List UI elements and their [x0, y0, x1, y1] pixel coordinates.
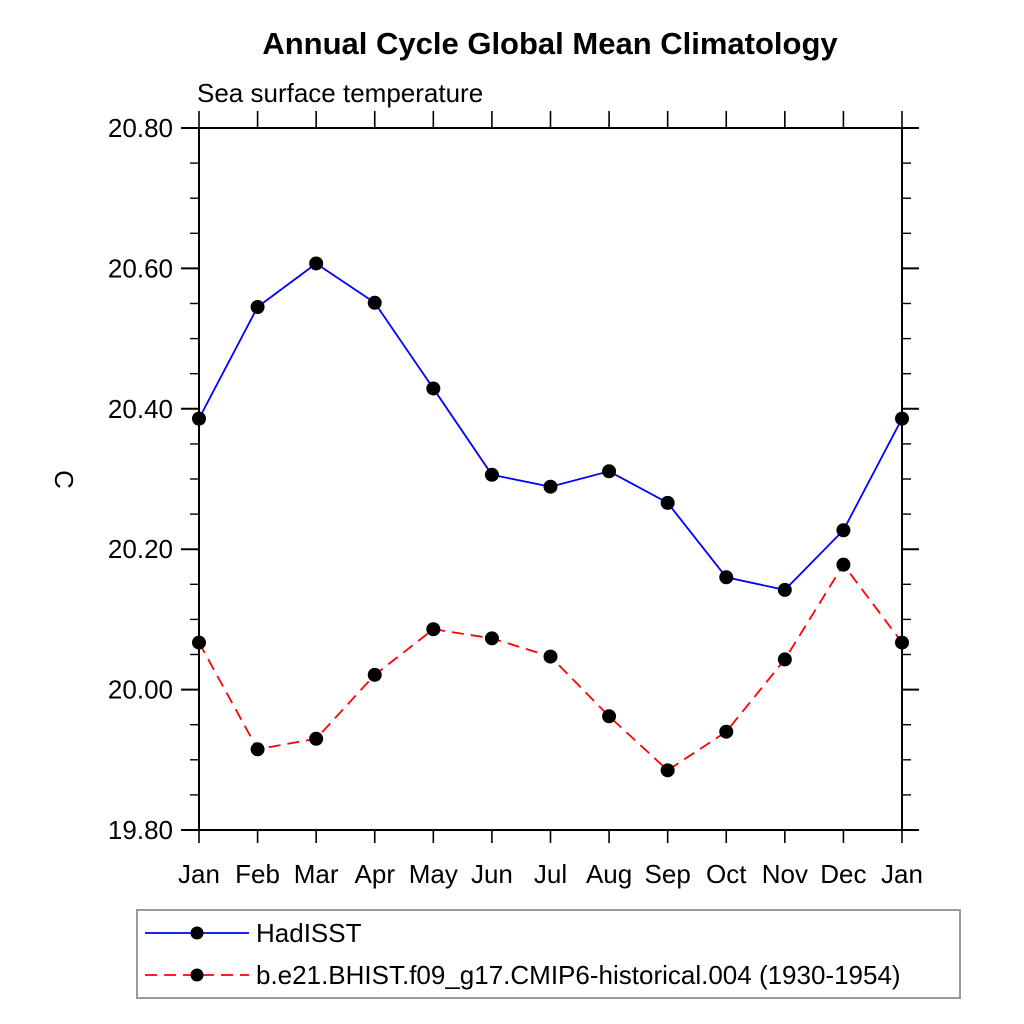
- legend-line-sample-hadisst: [145, 926, 249, 940]
- x-tick-label: Feb: [235, 859, 280, 889]
- data-point-marker: [719, 724, 734, 739]
- data-point-marker: [777, 582, 792, 597]
- data-point-marker: [602, 464, 617, 479]
- series-line-hadisst: [198, 262, 903, 591]
- legend-box: HadISST b.e21.BHIST.f09_g17.CMIP6-histor…: [136, 909, 961, 999]
- x-tick-label: Jan: [178, 859, 220, 889]
- plot-frame: [198, 127, 903, 831]
- legend-sample-marker: [190, 926, 204, 940]
- data-point-marker: [836, 523, 851, 538]
- series-line-model: [198, 563, 903, 772]
- legend-item-hadisst: HadISST: [141, 916, 959, 950]
- x-tick-label: Jul: [534, 859, 567, 889]
- x-tick-label: Aug: [586, 859, 632, 889]
- data-point-marker: [660, 495, 675, 510]
- x-tick-label: Mar: [294, 859, 339, 889]
- data-point-marker: [602, 709, 617, 724]
- data-point-marker: [719, 570, 734, 585]
- legend-line-sample-model: [145, 968, 249, 982]
- x-tick-label: Oct: [706, 859, 747, 889]
- data-point-marker: [484, 467, 499, 482]
- x-tick-label: Dec: [820, 859, 866, 889]
- y-tick-label: 20.00: [108, 675, 173, 705]
- x-tick-label: Jan: [881, 859, 923, 889]
- data-point-marker: [426, 381, 441, 396]
- chart-subtitle: Sea surface temperature: [197, 78, 484, 108]
- x-tick-label: Sep: [645, 859, 691, 889]
- data-point-marker: [777, 652, 792, 667]
- data-point-marker: [895, 411, 909, 426]
- data-point-marker: [367, 295, 382, 310]
- data-point-marker: [250, 300, 265, 315]
- data-point-marker: [895, 635, 909, 650]
- x-tick-label: Apr: [355, 859, 396, 889]
- data-point-marker: [543, 649, 558, 664]
- y-tick-label: 19.80: [108, 815, 173, 845]
- data-point-marker: [309, 256, 324, 271]
- y-tick-label: 20.60: [108, 253, 173, 283]
- legend-label-hadisst: HadISST: [256, 917, 362, 948]
- data-point-marker: [836, 557, 851, 572]
- x-tick-label: May: [409, 859, 458, 889]
- data-point-marker: [484, 631, 499, 646]
- legend-item-model: b.e21.BHIST.f09_g17.CMIP6-historical.004…: [141, 958, 959, 992]
- data-point-marker: [543, 479, 558, 494]
- y-tick-label: 20.80: [108, 113, 173, 143]
- data-point-marker: [192, 411, 206, 426]
- legend-label-model: b.e21.BHIST.f09_g17.CMIP6-historical.004…: [256, 959, 901, 990]
- data-point-marker: [192, 635, 206, 650]
- x-tick-label: Nov: [762, 859, 808, 889]
- y-tick-label: 20.20: [108, 534, 173, 564]
- data-point-marker: [367, 667, 382, 682]
- data-point-marker: [250, 742, 265, 757]
- x-tick-label: Jun: [471, 859, 513, 889]
- data-point-marker: [426, 622, 441, 637]
- legend-sample-marker: [190, 968, 204, 982]
- y-tick-label: 20.40: [108, 394, 173, 424]
- data-point-marker: [660, 763, 675, 778]
- data-point-marker: [309, 731, 324, 746]
- chart-title: Annual Cycle Global Mean Climatology: [262, 26, 838, 61]
